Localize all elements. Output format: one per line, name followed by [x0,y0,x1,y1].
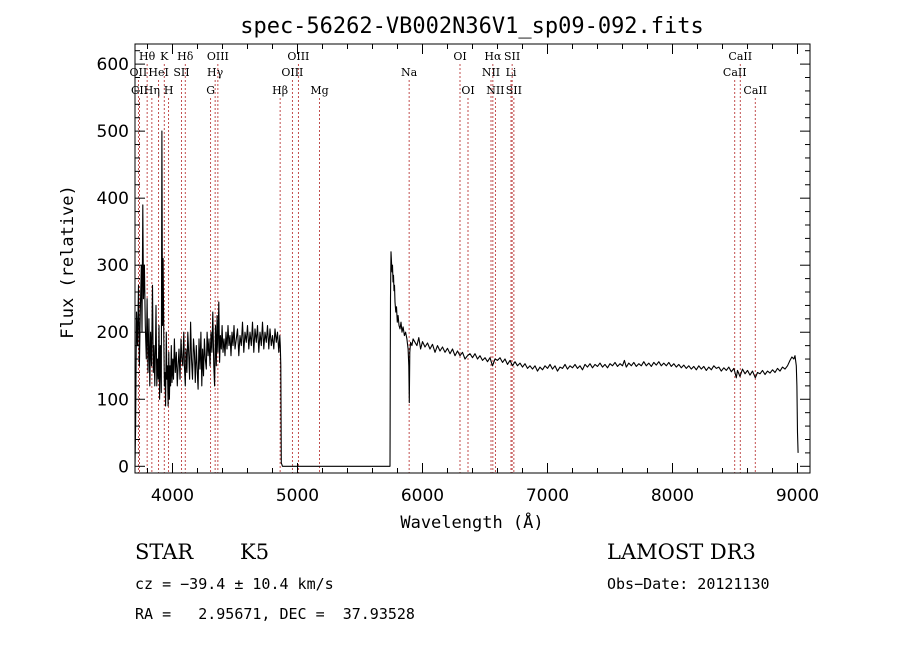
line-marker-label-8: Hδ [177,50,194,63]
x-tick-label-3: 7000 [526,486,569,506]
line-marker-label-26: CaII [728,50,752,63]
x-tick-label-2: 6000 [401,486,444,506]
line-marker-label-23: SII [504,50,520,63]
line-marker-label-6: H [164,84,174,97]
redshift-velocity: cz = −39.4 ± 10.4 km/s [135,575,334,593]
line-marker-label-19: NII [482,66,500,79]
line-marker-label-16: Na [401,66,418,79]
line-marker-label-21: NII [486,84,504,97]
line-marker-label-22: Li [506,66,517,79]
line-marker-label-10: Hγ [207,66,224,79]
coordinates: RA = 2.95671, DEC = 37.93528 [135,605,415,623]
y-tick-label-4: 400 [97,189,129,209]
line-marker-label-4: HeI [148,66,168,79]
x-tick-label-0: 4000 [151,486,194,506]
line-marker-label-18: OI [461,84,474,97]
y-tick-label-0: 0 [118,457,129,477]
chart-title: spec-56262-VB002N36V1_sp09-092.fits [240,14,704,39]
y-tick-label-2: 200 [97,323,129,343]
spectrum-line [134,130,799,467]
x-tick-label-4: 8000 [651,486,694,506]
y-tick-label-5: 500 [97,122,129,142]
line-marker-label-27: CaII [743,84,767,97]
line-marker-label-24: SII [506,84,522,97]
survey-name: LAMOST DR3 [607,540,756,564]
line-marker-label-12: Hβ [272,84,288,97]
line-marker-label-3: Hη [144,84,160,97]
plot-frame [134,43,811,474]
y-axis-label: Flux (relative) [58,185,78,339]
line-marker-label-9: G [206,84,215,97]
y-tick-label-6: 600 [97,55,129,75]
line-marker-label-13: OIII [281,66,303,79]
line-marker-label-17: OI [453,50,466,63]
object-class: STAR [135,540,194,564]
y-tick-label-1: 100 [97,390,129,410]
line-marker-label-15: Mg [310,84,328,97]
emission-line-labels: CIIOIIHθHηHeIKHSIIHδGHγOIIIHβOIIIOIIIMgN… [130,50,768,97]
x-tick-label-1: 5000 [276,486,319,506]
emission-line-markers [137,64,756,473]
x-axis-label: Wavelength (Å) [400,511,543,533]
line-marker-label-1: OII [130,66,148,79]
object-subclass: K5 [240,540,270,564]
line-marker-label-14: OIII [287,50,309,63]
line-marker-label-7: SII [173,66,189,79]
axis-ticks: 4000 5000 6000 7000 8000 9000 0 100 200 300 400 500… [97,44,819,506]
observation-date: Obs−Date: 20121130 [607,575,770,593]
line-marker-label-20: Hα [484,50,502,63]
x-tick-label-5: 9000 [776,486,819,506]
line-marker-label-5: K [160,50,169,63]
line-marker-label-25: CaII [723,66,747,79]
y-tick-label-3: 300 [97,256,129,276]
line-marker-label-2: Hθ [139,50,156,63]
line-marker-label-11: OIII [207,50,229,63]
